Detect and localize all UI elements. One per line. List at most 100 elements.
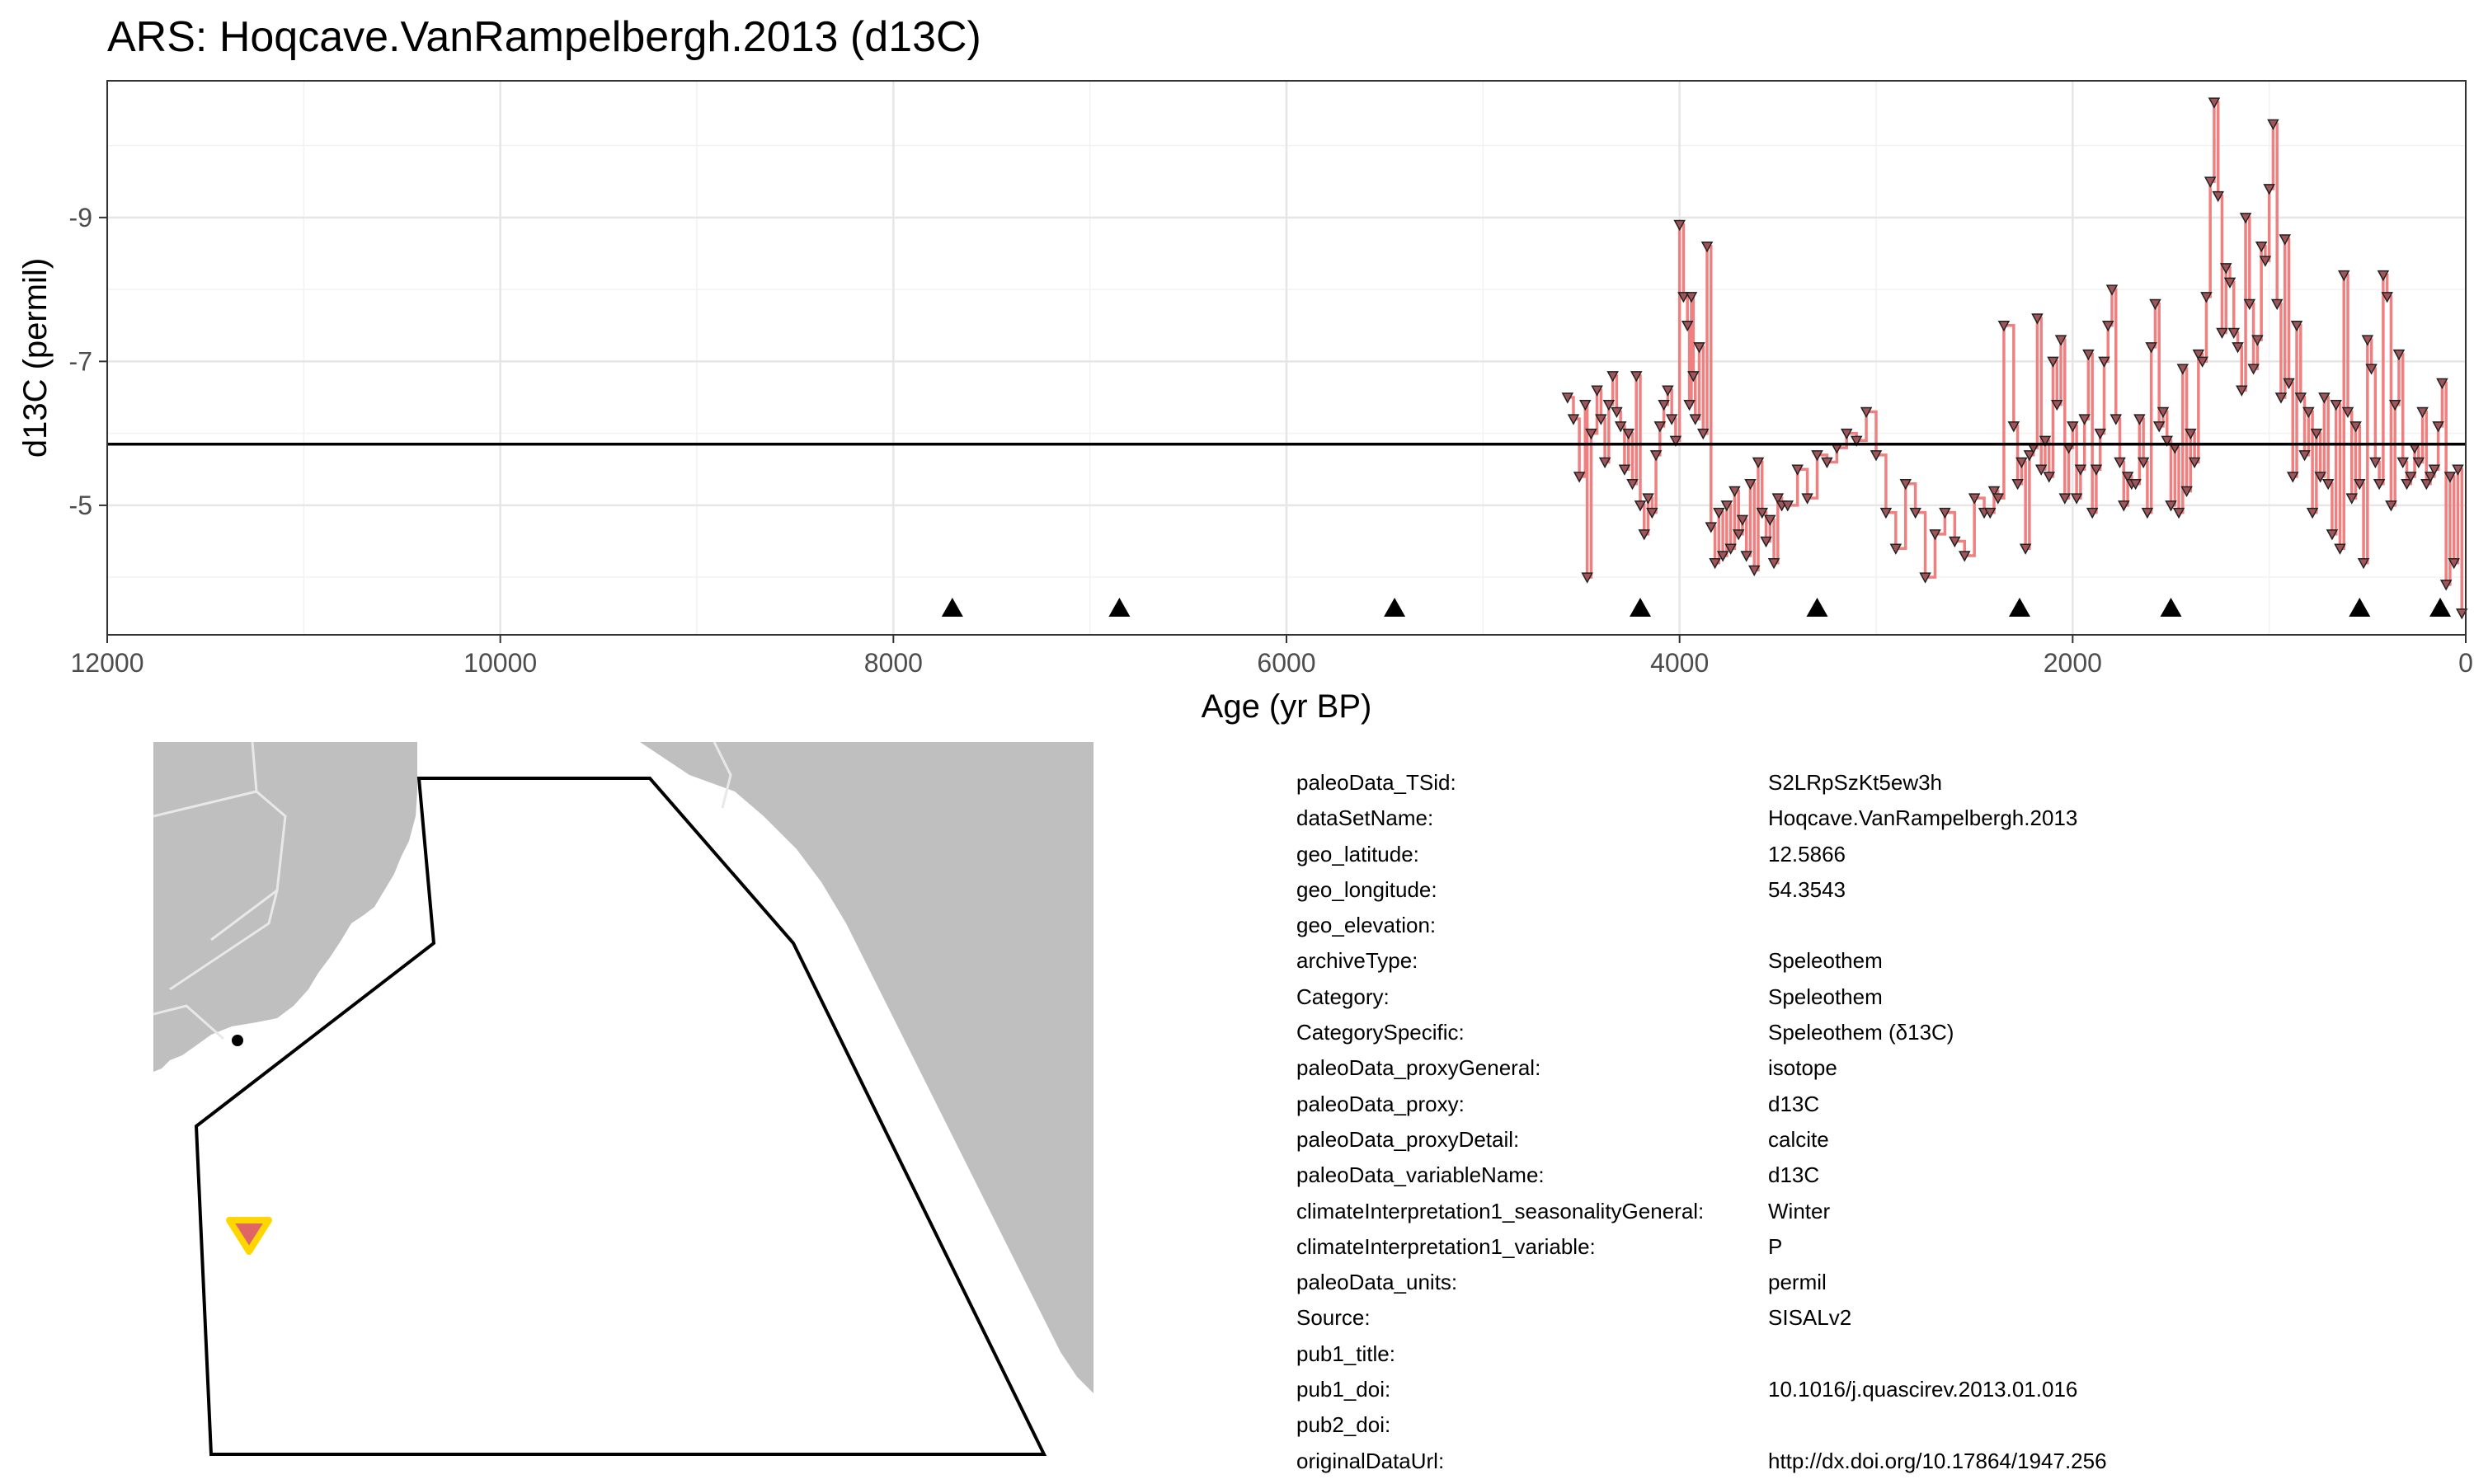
data-point [2443, 472, 2457, 483]
data-point [1626, 478, 1639, 491]
data-point [2416, 406, 2429, 419]
data-point [1958, 551, 1971, 562]
data-point [2094, 428, 2106, 440]
metadata-value: Winter [1768, 1198, 1831, 1223]
chart-title: ARS: Hoqcave.VanRampelbergh.2013 (d13C) [107, 13, 981, 61]
data-point [2212, 190, 2224, 203]
site-map [153, 742, 1094, 1456]
data-point [2294, 392, 2307, 404]
data-point [2039, 435, 2052, 447]
data-point [1697, 428, 1710, 440]
data-point [1630, 371, 1643, 383]
country-border-line [153, 790, 257, 818]
metadata-row: pub1_doi: 10.1016/j.quascirev.2013.01.016 [1296, 1372, 2107, 1407]
data-point [2180, 486, 2193, 498]
data-point [1724, 543, 1737, 555]
metadata-row: Category: Speleothem [1296, 979, 2107, 1015]
metadata-value: 10.1016/j.quascirev.2013.01.016 [1768, 1377, 2078, 1402]
chron-control-marker [2429, 598, 2452, 617]
metadata-row: paleoData_proxyDetail: calcite [1296, 1122, 2107, 1158]
data-point [1581, 572, 1593, 584]
data-point [2172, 507, 2185, 519]
data-point [2101, 320, 2114, 332]
metadata-row: paleoData_TSid: S2LRpSzKt5ew3h [1296, 765, 2107, 801]
data-point [2208, 97, 2221, 109]
metadata-value: isotope [1768, 1055, 1837, 1081]
data-point [1968, 493, 1981, 505]
data-point [2263, 184, 2275, 195]
x-tick-label: 6000 [1257, 648, 1315, 678]
data-point [1840, 428, 1853, 440]
data-point [2243, 298, 2256, 311]
data-point [1740, 551, 1752, 562]
data-point [2405, 472, 2417, 483]
data-point [2412, 457, 2425, 469]
metadata-table: paleoData_TSid: S2LRpSzKt5ew3h dataSetName… [1296, 765, 2107, 1479]
data-point [1595, 414, 1607, 425]
data-point [2432, 421, 2444, 433]
data-point [2439, 580, 2453, 591]
data-point [2165, 500, 2177, 512]
data-point [2279, 234, 2291, 246]
series-line [1567, 101, 2463, 613]
data-point [2204, 176, 2217, 188]
data-point [2019, 543, 2032, 555]
data-point [2321, 478, 2335, 491]
data-point [2255, 241, 2268, 253]
data-point [2302, 406, 2315, 419]
metadata-key: paleoData_TSid: [1296, 770, 1456, 795]
data-point [1705, 522, 1718, 533]
data-point [2196, 356, 2208, 368]
metadata-value: Speleothem [1768, 948, 1883, 974]
metadata-row: paleoData_proxy: d13C [1296, 1087, 2107, 1122]
site-marker [226, 1217, 272, 1255]
data-point [1909, 507, 1921, 519]
data-point [2267, 119, 2279, 130]
data-point [1683, 399, 1696, 411]
y-tick-label: -9 [69, 203, 92, 232]
data-point [1811, 450, 1823, 462]
x-tick-label: 10000 [463, 648, 537, 678]
data-point [1771, 493, 1785, 505]
data-point [2105, 284, 2119, 296]
metadata-key: climateInterpretation1_variable: [1296, 1233, 1596, 1259]
data-point [1573, 472, 1586, 483]
data-point [1687, 371, 1700, 383]
metadata-key: paleoData_proxy: [1296, 1091, 1465, 1116]
data-point [2185, 428, 2197, 440]
data-point [2034, 464, 2048, 476]
data-point [2090, 464, 2103, 476]
data-point [2283, 378, 2295, 390]
data-point [1689, 414, 1701, 425]
data-point [2298, 450, 2311, 462]
data-point [2452, 464, 2464, 476]
data-point [2007, 421, 2020, 433]
x-tick-label: 8000 [864, 648, 923, 678]
data-point [2369, 457, 2382, 469]
data-point [2023, 450, 2036, 462]
data-point [1781, 500, 1794, 512]
data-point [1638, 529, 1651, 541]
data-point [2270, 298, 2284, 311]
data-point [2365, 364, 2378, 375]
metadata-key: originalDataUrl: [1296, 1448, 1445, 1473]
data-point [2047, 356, 2059, 368]
data-point [2236, 385, 2248, 397]
metadata-row: paleoData_variableName: d13C [1296, 1158, 2107, 1193]
data-point [2337, 270, 2350, 282]
data-point [1614, 421, 1627, 433]
east-africa-coast-land [896, 742, 1094, 1154]
metadata-key: pub1_doi: [1296, 1377, 1391, 1402]
metadata-key: Category: [1296, 984, 1390, 1009]
data-point [1713, 507, 1725, 519]
metadata-row: climateInterpretation1_variable: P [1296, 1229, 2107, 1265]
metadata-row: archiveType: Speleothem [1296, 943, 2107, 979]
data-point [2287, 472, 2299, 483]
data-point [1611, 406, 1623, 419]
data-point [1744, 478, 1757, 491]
data-point [2176, 364, 2189, 375]
data-point [1681, 320, 1694, 332]
data-point [2109, 414, 2123, 425]
data-point [1729, 486, 1741, 498]
data-point [1602, 399, 1616, 411]
